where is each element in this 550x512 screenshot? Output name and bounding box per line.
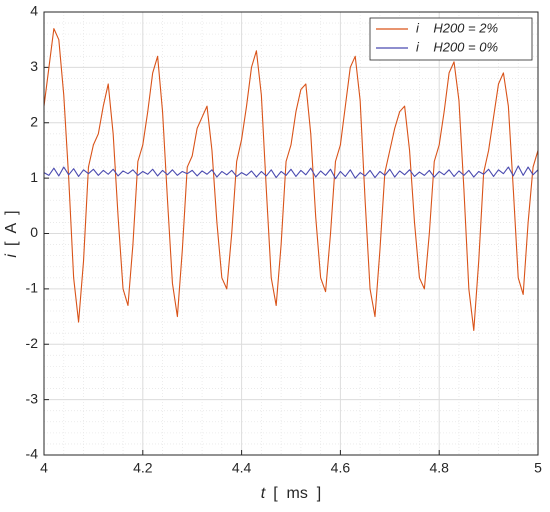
x-tick-label: 4 (40, 460, 48, 476)
y-tick-label: 4 (30, 3, 38, 19)
y-tick-label: -4 (26, 446, 39, 462)
legend-label: i H200 = 2% (416, 20, 498, 35)
x-tick-label: 4.4 (232, 460, 252, 476)
y-tick-label: -3 (26, 390, 39, 406)
y-label-symbol: i (3, 254, 20, 258)
x-tick-label: 5 (534, 460, 542, 476)
y-label-unit: [ A ] (3, 210, 20, 246)
y-tick-label: -2 (26, 335, 39, 351)
x-tick-label: 4.2 (133, 460, 153, 476)
y-tick-label: 1 (30, 169, 38, 185)
y-tick-label: -1 (26, 280, 39, 296)
axes-box (43, 11, 539, 456)
x-axis-label: t [ ms ] (261, 485, 321, 502)
x-label-symbol: t (261, 485, 266, 502)
y-axis-label: i [ A ] (3, 210, 20, 257)
legend-label: i H200 = 0% (416, 39, 498, 54)
data-line (43, 28, 539, 331)
x-tick-label: 4.6 (331, 460, 351, 476)
x-label-unit: [ ms ] (273, 485, 321, 502)
legend-box (369, 17, 533, 61)
y-tick-label: 2 (30, 113, 38, 129)
y-tick-label: 3 (30, 58, 38, 74)
x-tick-label: 4.8 (429, 460, 449, 476)
data-line (43, 165, 539, 180)
y-tick-label: 0 (30, 224, 38, 240)
